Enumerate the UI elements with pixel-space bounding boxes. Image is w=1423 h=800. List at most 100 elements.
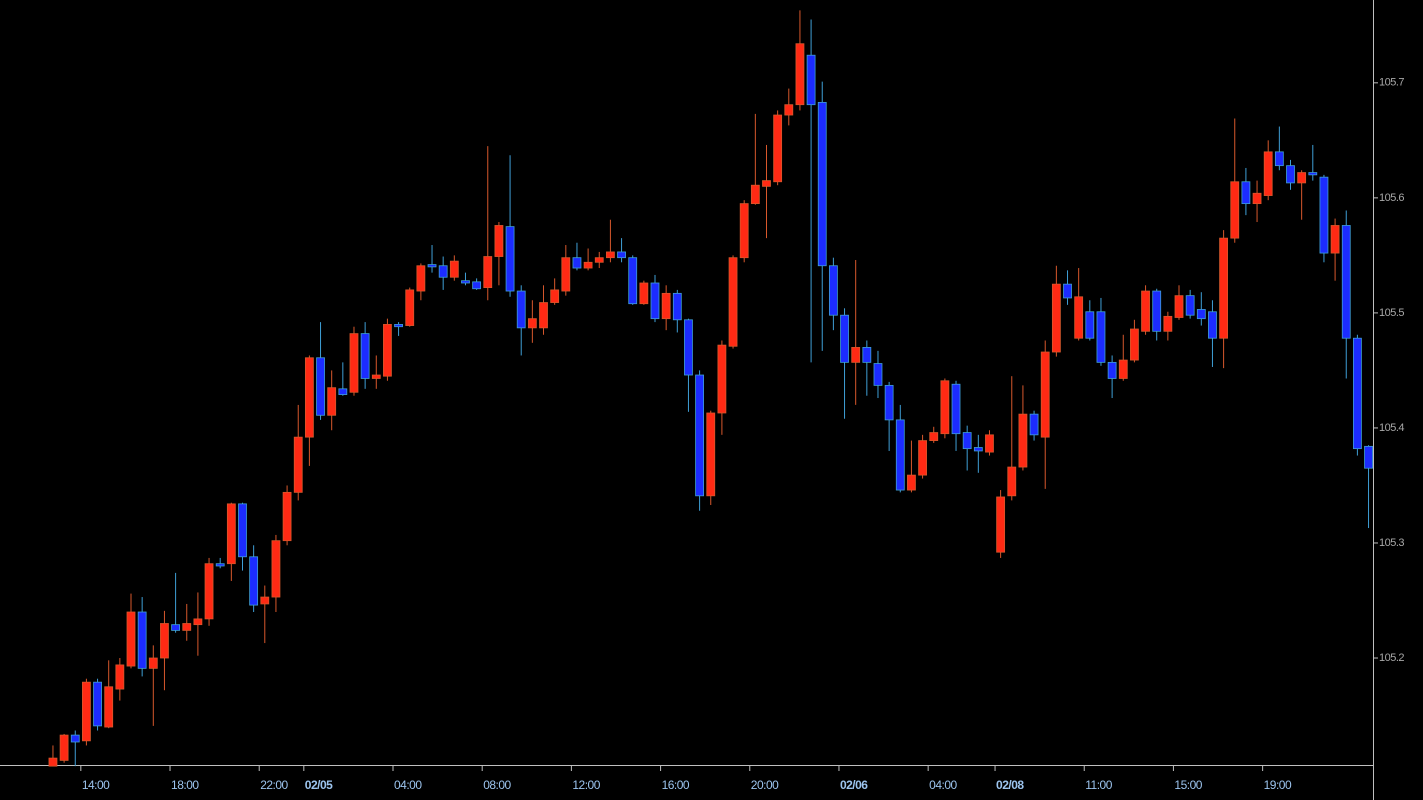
candle-body xyxy=(1230,181,1240,239)
candle-body xyxy=(1141,290,1150,332)
candle-body xyxy=(1174,295,1184,318)
x-tick-label: 11:00 xyxy=(1085,778,1112,792)
candle-body xyxy=(1096,311,1106,363)
candle-body xyxy=(1297,172,1307,184)
candle-body xyxy=(594,257,604,263)
candle-body xyxy=(795,43,805,106)
candle-body xyxy=(438,265,448,278)
candle-body xyxy=(962,432,972,450)
x-tick-label: 12:00 xyxy=(572,778,600,792)
x-tick-label: 15:00 xyxy=(1174,778,1202,792)
candle-body xyxy=(70,734,80,743)
x-tick-label: 04:00 xyxy=(394,778,422,792)
candle-body xyxy=(1286,165,1295,184)
candle-body xyxy=(817,101,827,267)
candle-body xyxy=(1252,192,1262,205)
candle-body xyxy=(427,264,437,268)
candle-body xyxy=(394,324,403,328)
candle-body xyxy=(59,734,69,761)
candles xyxy=(48,10,1373,767)
candle-body xyxy=(204,563,214,620)
candle-body xyxy=(996,496,1006,553)
candle-body xyxy=(1152,290,1162,332)
candle-body xyxy=(338,388,348,395)
candle-body xyxy=(895,419,905,491)
candle-body xyxy=(472,281,482,290)
candle-body xyxy=(416,265,426,292)
candle-body xyxy=(160,623,169,659)
candle-body xyxy=(583,261,593,269)
x-tick-label: 02/05 xyxy=(305,778,333,792)
candle-body xyxy=(1029,413,1039,436)
candle-body xyxy=(784,104,794,116)
candle-body xyxy=(316,357,325,416)
y-tick-label: 105.7 xyxy=(1379,77,1404,89)
candle-body xyxy=(750,184,760,205)
candle-body xyxy=(1319,176,1329,254)
candle-body xyxy=(494,225,504,257)
candle-body xyxy=(527,318,537,329)
candle-body xyxy=(739,203,749,259)
candle-body xyxy=(1352,337,1362,450)
candle-body xyxy=(137,611,147,669)
candle-body xyxy=(505,226,515,292)
candle-body xyxy=(483,256,493,288)
candle-body xyxy=(661,292,671,320)
y-tick-label: 105.3 xyxy=(1379,537,1404,549)
candle-body xyxy=(449,260,459,278)
candle-body xyxy=(371,374,381,379)
candle-body xyxy=(1330,225,1340,254)
candle-body xyxy=(304,357,314,438)
candle-body xyxy=(1074,296,1084,339)
candle-body xyxy=(249,556,259,606)
candle-body xyxy=(1219,237,1229,339)
candle-body xyxy=(293,436,303,493)
x-tick-label: 08:00 xyxy=(483,778,511,792)
candle-body xyxy=(461,280,470,284)
candle-body xyxy=(706,412,716,497)
candle-body xyxy=(650,282,660,320)
candle-body xyxy=(762,180,771,187)
candle-body xyxy=(1163,315,1173,332)
y-tick-label: 105.5 xyxy=(1379,307,1404,319)
candle-body xyxy=(1051,283,1061,353)
candle-body xyxy=(1085,311,1095,339)
candle-body xyxy=(171,624,180,631)
x-tick-label: 18:00 xyxy=(171,778,199,792)
candle-body xyxy=(907,474,916,491)
x-tick-label: 22:00 xyxy=(260,778,288,792)
candle-body xyxy=(115,664,125,690)
candle-body xyxy=(550,289,560,303)
y-tick-label: 105.4 xyxy=(1379,422,1404,434)
candle-body xyxy=(617,251,626,259)
candle-body xyxy=(851,347,861,363)
candle-body xyxy=(1185,295,1195,316)
candle-body xyxy=(405,289,415,326)
candle-body xyxy=(639,282,649,305)
x-tick-label: 02/08 xyxy=(996,778,1024,792)
candle-body xyxy=(806,54,816,106)
candle-body xyxy=(684,319,693,376)
candle-body xyxy=(104,686,114,728)
candle-body xyxy=(1118,359,1128,379)
candle-body xyxy=(383,324,392,377)
y-tick-label: 105.6 xyxy=(1379,192,1404,204)
candle-body xyxy=(728,257,738,347)
candle-body xyxy=(1341,225,1351,339)
candle-body xyxy=(1364,445,1373,469)
candle-body xyxy=(1308,172,1318,176)
candle-body xyxy=(561,257,571,292)
candle-body xyxy=(226,503,236,565)
candle-body xyxy=(1208,311,1217,339)
candle-body xyxy=(628,257,638,305)
candle-body xyxy=(82,681,91,742)
candle-body xyxy=(327,387,337,416)
candle-body xyxy=(918,440,927,476)
candle-body xyxy=(873,363,883,386)
x-tick-label: 04:00 xyxy=(929,778,957,792)
candle-body xyxy=(1063,283,1072,299)
candle-body xyxy=(606,251,615,259)
candle-body xyxy=(1274,151,1284,167)
candle-body xyxy=(862,347,872,363)
